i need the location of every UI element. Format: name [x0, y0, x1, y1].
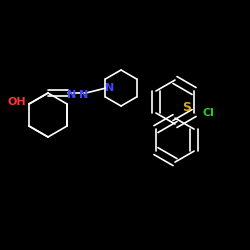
Text: S: S	[182, 100, 192, 114]
Text: OH: OH	[8, 97, 26, 107]
Text: Cl: Cl	[202, 108, 214, 118]
Text: N: N	[80, 90, 88, 100]
Text: N: N	[68, 90, 76, 100]
Text: N: N	[106, 83, 114, 93]
